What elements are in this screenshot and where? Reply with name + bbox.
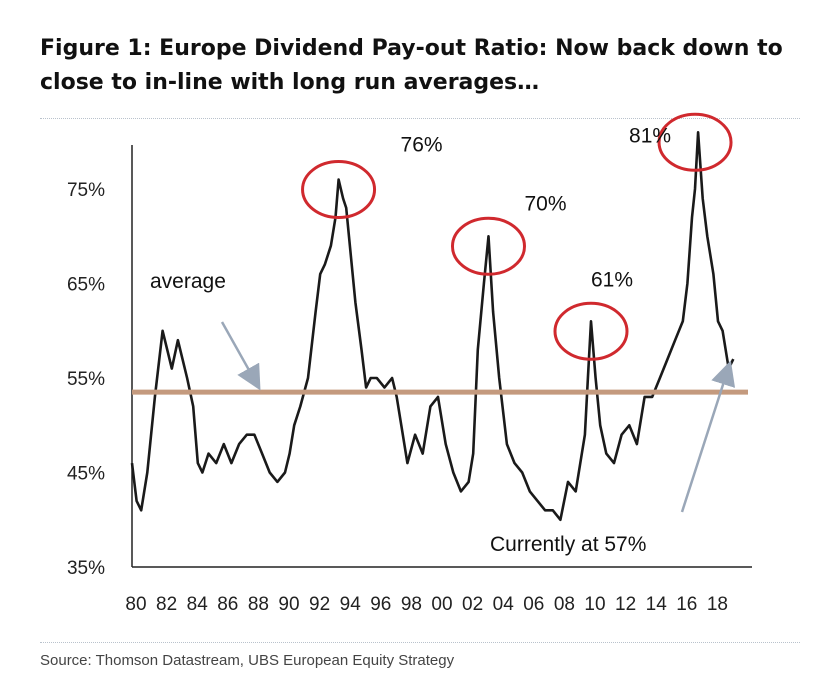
x-tick-label: 84 [187,594,209,615]
x-tick-label: 98 [401,594,422,615]
y-tick-label: 45% [67,464,105,485]
x-tick-label: 06 [523,594,544,615]
x-tick-label: 00 [431,594,452,615]
payout-ratio-line [130,131,735,522]
chart-title: Figure 1: Europe Dividend Pay-out Ratio:… [40,36,783,95]
x-tick-label: 80 [125,594,146,615]
x-tick-label: 14 [646,594,668,615]
x-tick-label: 94 [340,594,362,615]
x-tick-label: 90 [278,594,299,615]
x-tick-label: 04 [493,594,515,615]
peak-circle [657,112,733,172]
series-group [130,131,735,522]
x-tick-label: 18 [707,594,728,615]
y-tick-label: 65% [67,275,105,296]
peak-label: 70% [524,192,566,215]
peak-label: 76% [401,134,443,157]
source-note: Source: Thomson Datastream, UBS European… [40,652,455,669]
x-tick-label: 96 [370,594,391,615]
x-tick-label: 02 [462,594,483,615]
average-arrow [220,321,261,391]
x-tick-label: 88 [248,594,269,615]
x-tick-label: 10 [584,594,605,615]
current-arrow [680,360,736,513]
y-tick-label: 35% [67,558,105,579]
x-tick-label: 08 [554,594,575,615]
x-tick-label: 82 [156,594,177,615]
peak-circle [450,216,526,276]
x-tick-labels: 80 82 84 86 88 90 92 94 96 98 00 02 04 06 08 10 12 14 16 18 [125,594,728,615]
bottom-rule [40,642,800,643]
peak-label: 81% [629,124,671,147]
axes-group [131,145,752,568]
peak-circle [301,160,377,220]
x-tick-label: 12 [615,594,636,615]
current-label: Currently at 57% [490,533,646,556]
x-tick-label: 92 [309,594,330,615]
top-rule [40,118,800,119]
annotation-group: 76% 70% 61% 81% average Currently at 57% [150,112,736,556]
y-tick-label: 75% [67,180,105,201]
x-tick-label: 86 [217,594,238,615]
average-label: average [150,270,226,293]
x-tick-label: 16 [676,594,697,615]
peak-label: 61% [591,268,633,291]
y-tick-label: 55% [67,369,105,390]
y-tick-labels: 35% 45% 55% 65% 75% [67,180,105,579]
peak-circle [553,301,629,361]
